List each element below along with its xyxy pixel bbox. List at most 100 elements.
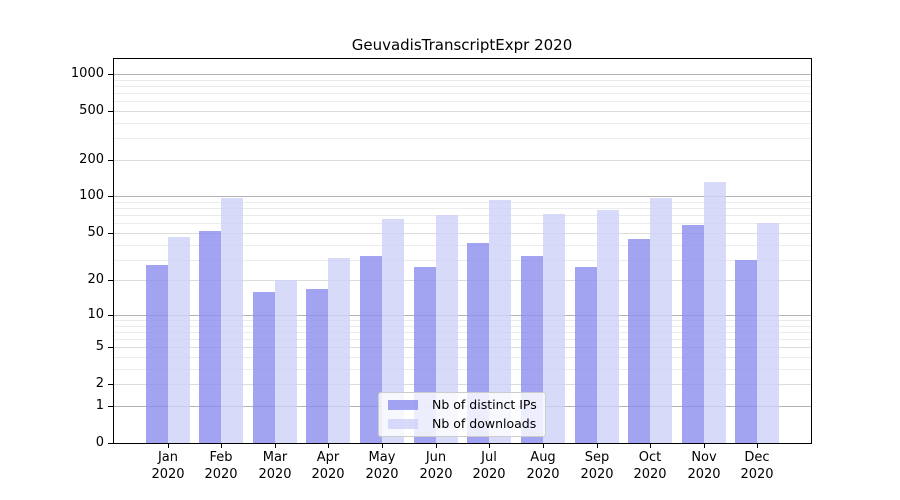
legend-swatch-distinct-ips (388, 400, 418, 410)
bar-downloads-jan (168, 237, 190, 443)
y-tick-mark-100 (108, 196, 113, 197)
gridline-minor-800 (114, 86, 811, 87)
y-tick-mark-1 (108, 406, 113, 407)
gridline-minor-6 (114, 339, 811, 340)
legend-label-downloads: Nb of downloads (432, 416, 537, 431)
gridline-minor-600 (114, 101, 811, 102)
gridline-sub-50 (114, 233, 811, 234)
x-tick-mark-nov (704, 444, 705, 448)
y-tick-label-500: 500 (79, 103, 104, 118)
x-tick-label-apr: Apr 2020 (311, 450, 345, 482)
x-tick-label-oct: Oct 2020 (633, 450, 667, 482)
y-tick-label-5: 5 (95, 339, 104, 354)
bar-downloads-feb (221, 198, 243, 443)
gridline-minor-60 (114, 223, 811, 224)
bar-ips-apr (306, 288, 328, 443)
gridline-major-10 (114, 315, 811, 316)
plot-area (113, 58, 812, 444)
x-tick-mark-aug (543, 444, 544, 448)
bar-ips-dec (735, 259, 757, 443)
legend-swatch-downloads (388, 419, 418, 429)
gridline-minor-4 (114, 357, 811, 358)
gridline-minor-7 (114, 332, 811, 333)
y-tick-mark-20 (108, 280, 113, 281)
gridline-sub-2 (114, 384, 811, 385)
bar-downloads-sep (597, 210, 619, 443)
x-tick-mark-jan (168, 444, 169, 448)
x-tick-mark-sep (597, 444, 598, 448)
gridline-minor-70 (114, 215, 811, 216)
y-tick-mark-5 (108, 347, 113, 348)
legend-item-distinct-ips: Nb of distinct IPs (379, 398, 545, 412)
y-tick-label-50: 50 (87, 225, 104, 240)
bar-downloads-oct (650, 197, 672, 443)
bar-downloads-may (382, 219, 404, 443)
bar-downloads-mar (275, 280, 297, 443)
gridline-minor-900 (114, 80, 811, 81)
y-tick-label-2: 2 (95, 376, 104, 391)
gridline-minor-9 (114, 320, 811, 321)
bar-downloads-jul (489, 199, 511, 443)
gridline-minor-3 (114, 369, 811, 370)
x-tick-label-jul: Jul 2020 (472, 450, 506, 482)
x-tick-mark-jul (489, 444, 490, 448)
bar-ips-jan (146, 265, 168, 443)
x-tick-mark-oct (650, 444, 651, 448)
x-tick-mark-apr (328, 444, 329, 448)
x-tick-mark-may (382, 444, 383, 448)
bar-ips-mar (253, 291, 275, 443)
gridline-sub-5 (114, 347, 811, 348)
y-tick-label-1000: 1000 (70, 66, 104, 81)
y-tick-label-20: 20 (87, 272, 104, 287)
gridline-minor-80 (114, 208, 811, 209)
legend: Nb of distinct IPs Nb of downloads (378, 392, 546, 437)
y-tick-label-0: 0 (95, 435, 104, 450)
x-tick-mark-feb (221, 444, 222, 448)
x-tick-mark-dec (757, 444, 758, 448)
y-tick-mark-2 (108, 384, 113, 385)
x-tick-mark-jun (436, 444, 437, 448)
x-tick-label-aug: Aug 2020 (526, 450, 560, 482)
y-tick-label-1: 1 (95, 398, 104, 413)
y-tick-mark-0 (108, 443, 113, 444)
bar-ips-sep (575, 266, 597, 443)
gridline-sub-20 (114, 280, 811, 281)
x-tick-label-jun: Jun 2020 (419, 450, 453, 482)
gridline-minor-40 (114, 245, 811, 246)
y-tick-label-200: 200 (79, 152, 104, 167)
gridline-sub-500 (114, 111, 811, 112)
bar-downloads-aug (543, 213, 565, 443)
bar-ips-nov (682, 225, 704, 443)
y-tick-mark-500 (108, 111, 113, 112)
y-tick-mark-1000 (108, 74, 113, 75)
gridline-minor-700 (114, 93, 811, 94)
legend-label-distinct-ips: Nb of distinct IPs (432, 397, 537, 412)
y-tick-mark-50 (108, 233, 113, 234)
bar-ips-feb (199, 230, 221, 443)
y-tick-label-100: 100 (79, 188, 104, 203)
bar-downloads-apr (328, 257, 350, 443)
bar-ips-may (360, 256, 382, 443)
gridline-minor-30 (114, 260, 811, 261)
bar-downloads-jun (436, 215, 458, 443)
y-tick-mark-10 (108, 315, 113, 316)
x-tick-label-dec: Dec 2020 (740, 450, 774, 482)
gridline-minor-300 (114, 138, 811, 139)
gridline-minor-400 (114, 123, 811, 124)
x-tick-mark-mar (275, 444, 276, 448)
bar-ips-oct (628, 238, 650, 443)
y-tick-label-10: 10 (87, 307, 104, 322)
x-tick-label-sep: Sep 2020 (580, 450, 614, 482)
x-tick-label-jan: Jan 2020 (151, 450, 185, 482)
gridline-major-1000 (114, 74, 811, 75)
x-tick-label-mar: Mar 2020 (258, 450, 292, 482)
x-tick-label-feb: Feb 2020 (204, 450, 238, 482)
legend-item-downloads: Nb of downloads (379, 417, 545, 431)
bar-downloads-nov (704, 182, 726, 443)
gridline-minor-90 (114, 202, 811, 203)
bar-downloads-dec (757, 222, 779, 443)
chart-title: GeuvadisTranscriptExpr 2020 (351, 36, 573, 54)
gridline-minor-8 (114, 326, 811, 327)
x-tick-label-may: May 2020 (365, 450, 399, 482)
